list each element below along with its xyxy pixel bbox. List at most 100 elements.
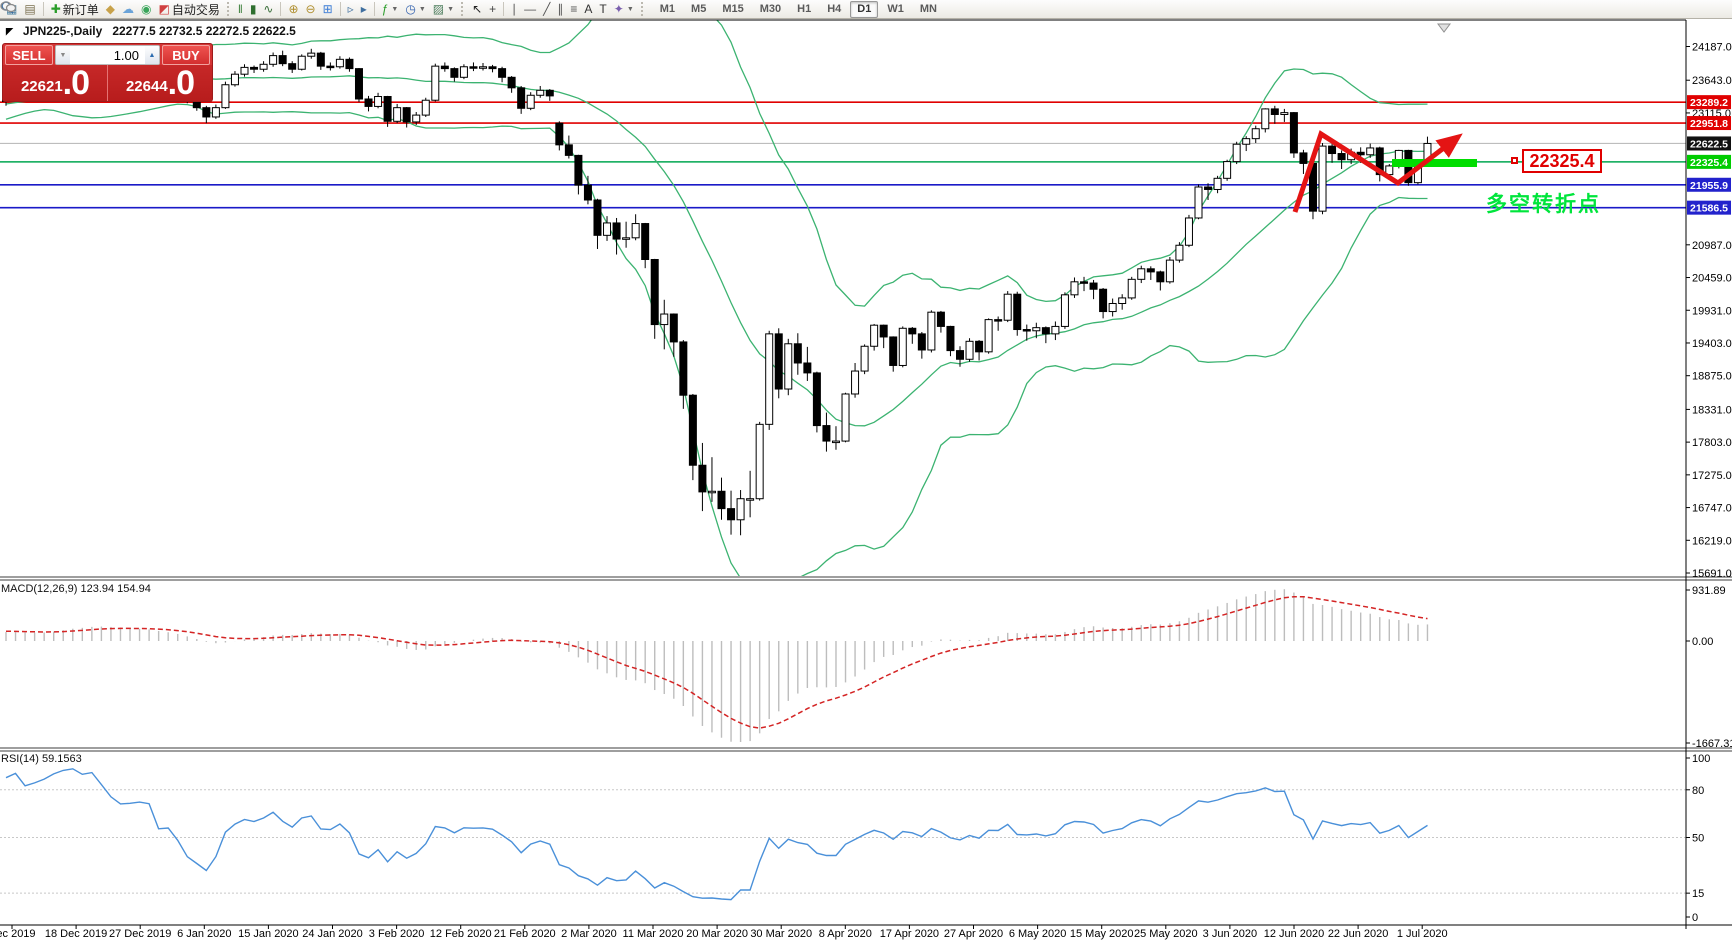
- arrows-icon: ✦: [613, 1, 624, 16]
- timeframe-m5[interactable]: M5: [691, 2, 707, 15]
- chat-icon[interactable]: [0, 1, 1729, 18]
- svg-text:18331.0: 18331.0: [1692, 404, 1732, 416]
- zoom-in-button[interactable]: ⊕: [285, 1, 301, 18]
- price-callout-label[interactable]: 22325.4: [1522, 149, 1602, 173]
- svg-text:21955.9: 21955.9: [1690, 180, 1728, 192]
- vertical-line-button[interactable]: ∣: [508, 1, 520, 18]
- signals-icon: ◉: [141, 1, 152, 16]
- zoom-out-button[interactable]: ⊖: [303, 1, 319, 18]
- chevron-down-icon[interactable]: ▼: [391, 5, 399, 13]
- text-label-button[interactable]: T: [596, 1, 609, 18]
- timeframe-d1[interactable]: D1: [850, 0, 879, 18]
- publish-button[interactable]: ☁: [119, 1, 137, 18]
- timeframe-m15[interactable]: M15: [722, 2, 744, 15]
- trade-panel-top-row: SELL ▼ 1.00 ▲ BUY: [3, 44, 212, 65]
- volume-input[interactable]: 1.00: [113, 47, 139, 63]
- toolbar-drag-handle[interactable]: [226, 2, 231, 16]
- svg-text:27 Dec 2019: 27 Dec 2019: [109, 928, 171, 940]
- sell-button[interactable]: SELL: [5, 45, 53, 65]
- auto-scroll-button[interactable]: ▹: [345, 1, 357, 18]
- svg-text:21586.5: 21586.5: [1690, 203, 1728, 215]
- svg-text:24 Jan 2020: 24 Jan 2020: [302, 928, 363, 940]
- svg-text:15 Jan 2020: 15 Jan 2020: [238, 928, 299, 940]
- svg-text:6 May 2020: 6 May 2020: [1009, 928, 1066, 940]
- timeframe-mn[interactable]: MN: [919, 2, 937, 15]
- svg-text:18875.0: 18875.0: [1692, 371, 1732, 383]
- svg-text:17803.0: 17803.0: [1692, 437, 1732, 449]
- buy-price-pips: .0: [167, 64, 195, 102]
- toolbar-drag-handle[interactable]: [640, 2, 645, 16]
- indicators-icon: ƒ: [381, 1, 389, 16]
- indicators-button[interactable]: ƒ ▼: [379, 1, 402, 18]
- sell-price[interactable]: 22621 .0: [3, 65, 108, 101]
- turning-point-note[interactable]: 多空转折点: [1486, 193, 1601, 216]
- horizontal-line-button[interactable]: ―: [521, 1, 539, 18]
- text-label-icon: T: [599, 1, 607, 16]
- chevron-down-icon[interactable]: ▼: [418, 5, 426, 13]
- price-callout-anchor: [1511, 157, 1518, 164]
- timeframe-m1[interactable]: M1: [659, 2, 676, 15]
- channel-button[interactable]: ∥: [554, 1, 566, 18]
- timeframe-w1[interactable]: W1: [887, 2, 904, 15]
- periods-icon: ◷: [405, 1, 416, 16]
- arrows-button[interactable]: ✦ ▼: [611, 1, 637, 18]
- eraser-icon: ◆: [105, 1, 115, 16]
- strategy-tester-button[interactable]: ▤: [21, 1, 38, 18]
- fibonacci-button[interactable]: ≡: [567, 1, 580, 18]
- timeframe-m30[interactable]: M30: [759, 2, 782, 15]
- buy-button[interactable]: BUY: [162, 45, 210, 65]
- crosshair-button[interactable]: +: [486, 1, 499, 18]
- publish-icon: ☁: [122, 1, 134, 16]
- line-chart-button[interactable]: ∿: [260, 1, 276, 18]
- svg-text:100: 100: [1692, 753, 1710, 765]
- bar-chart-button[interactable]: ‖: [235, 1, 246, 18]
- eraser-button[interactable]: ◆: [103, 1, 118, 18]
- svg-text:15691.0: 15691.0: [1692, 568, 1732, 580]
- search-icon[interactable]: [1, 1, 1710, 18]
- zoom-in-icon: ⊕: [288, 1, 299, 16]
- volume-decrease-button[interactable]: ▼: [56, 46, 70, 64]
- one-click-trading-panel: SELL ▼ 1.00 ▲ BUY 22621 .0 22644 .0: [2, 43, 213, 102]
- trendline-icon: ╱: [543, 1, 551, 16]
- svg-text:20459.0: 20459.0: [1692, 273, 1732, 285]
- svg-text:3 Feb 2020: 3 Feb 2020: [369, 928, 425, 940]
- chart-area[interactable]: 24187.023643.023115.020987.020459.019931…: [0, 19, 1732, 941]
- buy-price[interactable]: 22644 .0: [108, 64, 212, 102]
- chart-window: 24187.0 23643.0 23115.0 20987.0 20459.0 19931…: [0, 19, 1732, 941]
- chart-title: ◤ JPN225-,Daily 22277.5 22732.5 22272.5 …: [6, 24, 296, 38]
- macd-pane-label: MACD(12,26,9) 123.94 154.94: [1, 583, 151, 595]
- sell-price-main: 22621: [20, 78, 63, 95]
- svg-text:1 Jul 2020: 1 Jul 2020: [1397, 928, 1448, 940]
- svg-text:19403.0: 19403.0: [1692, 338, 1732, 350]
- toolbar-items: ▦▤✚新订单◆☁◉◩自动交易‖▮∿⊕⊖⊞▹▸ƒ▼◷▼▨▼↖+∣―╱∥≡AT✦▼: [3, 1, 648, 18]
- svg-text:23289.2: 23289.2: [1690, 97, 1728, 109]
- chart-shift-button[interactable]: ▸: [358, 1, 370, 18]
- svg-text:22 Jun 2020: 22 Jun 2020: [1328, 928, 1389, 940]
- horizontal-line-icon: ―: [524, 1, 537, 16]
- candlestick-chart-button[interactable]: ▮: [247, 1, 260, 18]
- signals-button[interactable]: ◉: [138, 1, 154, 18]
- toolbar-drag-handle[interactable]: [461, 2, 465, 16]
- cursor-button[interactable]: ↖: [469, 1, 485, 18]
- text-button[interactable]: A: [581, 1, 595, 18]
- svg-text:25 May 2020: 25 May 2020: [1134, 928, 1198, 940]
- templates-button[interactable]: ▨ ▼: [430, 1, 457, 18]
- new-order-button[interactable]: ✚ 新订单: [48, 1, 102, 18]
- fibonacci-icon: ≡: [570, 1, 578, 16]
- trendline-button[interactable]: ╱: [540, 1, 553, 18]
- tile-windows-button[interactable]: ⊞: [320, 1, 336, 18]
- new-order-label: 新订单: [62, 2, 99, 17]
- svg-text:22622.5: 22622.5: [1690, 138, 1728, 150]
- autotrading-button[interactable]: ◩ 自动交易: [155, 1, 222, 18]
- volume-increase-button[interactable]: ▲: [145, 46, 159, 64]
- svg-text:17 Apr 2020: 17 Apr 2020: [880, 928, 939, 940]
- timeframe-h1[interactable]: H1: [797, 2, 812, 15]
- svg-text:11 Mar 2020: 11 Mar 2020: [623, 928, 684, 940]
- chevron-down-icon[interactable]: ▼: [447, 5, 455, 13]
- timeframe-h4[interactable]: H4: [827, 2, 842, 15]
- chevron-down-icon[interactable]: ▼: [626, 5, 634, 13]
- svg-text:12 Feb 2020: 12 Feb 2020: [430, 928, 492, 940]
- autotrading-label: 自动交易: [171, 2, 220, 17]
- line-chart-icon: ∿: [263, 1, 274, 16]
- periods-button[interactable]: ◷ ▼: [402, 1, 428, 18]
